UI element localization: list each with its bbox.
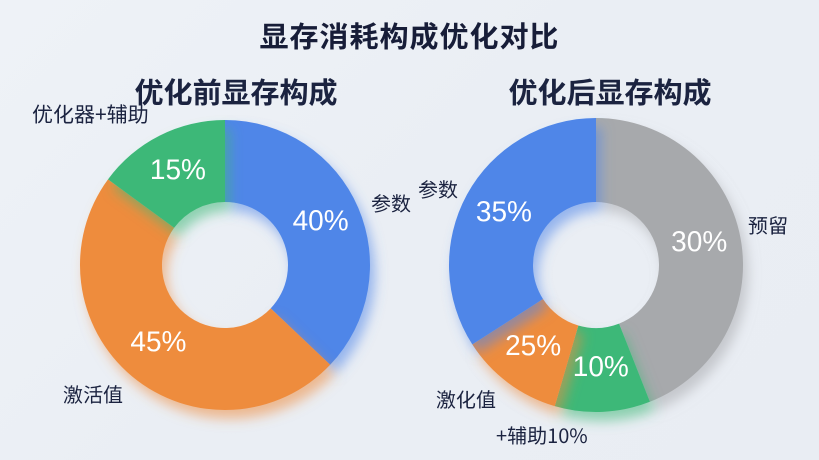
svg-text:25%: 25% bbox=[505, 330, 561, 361]
svg-text:10%: 10% bbox=[573, 351, 629, 382]
svg-text:30%: 30% bbox=[671, 226, 727, 257]
svg-text:40%: 40% bbox=[293, 205, 349, 236]
svg-text:45%: 45% bbox=[130, 326, 186, 357]
svg-text:15%: 15% bbox=[150, 154, 206, 185]
svg-text:35%: 35% bbox=[476, 196, 532, 227]
